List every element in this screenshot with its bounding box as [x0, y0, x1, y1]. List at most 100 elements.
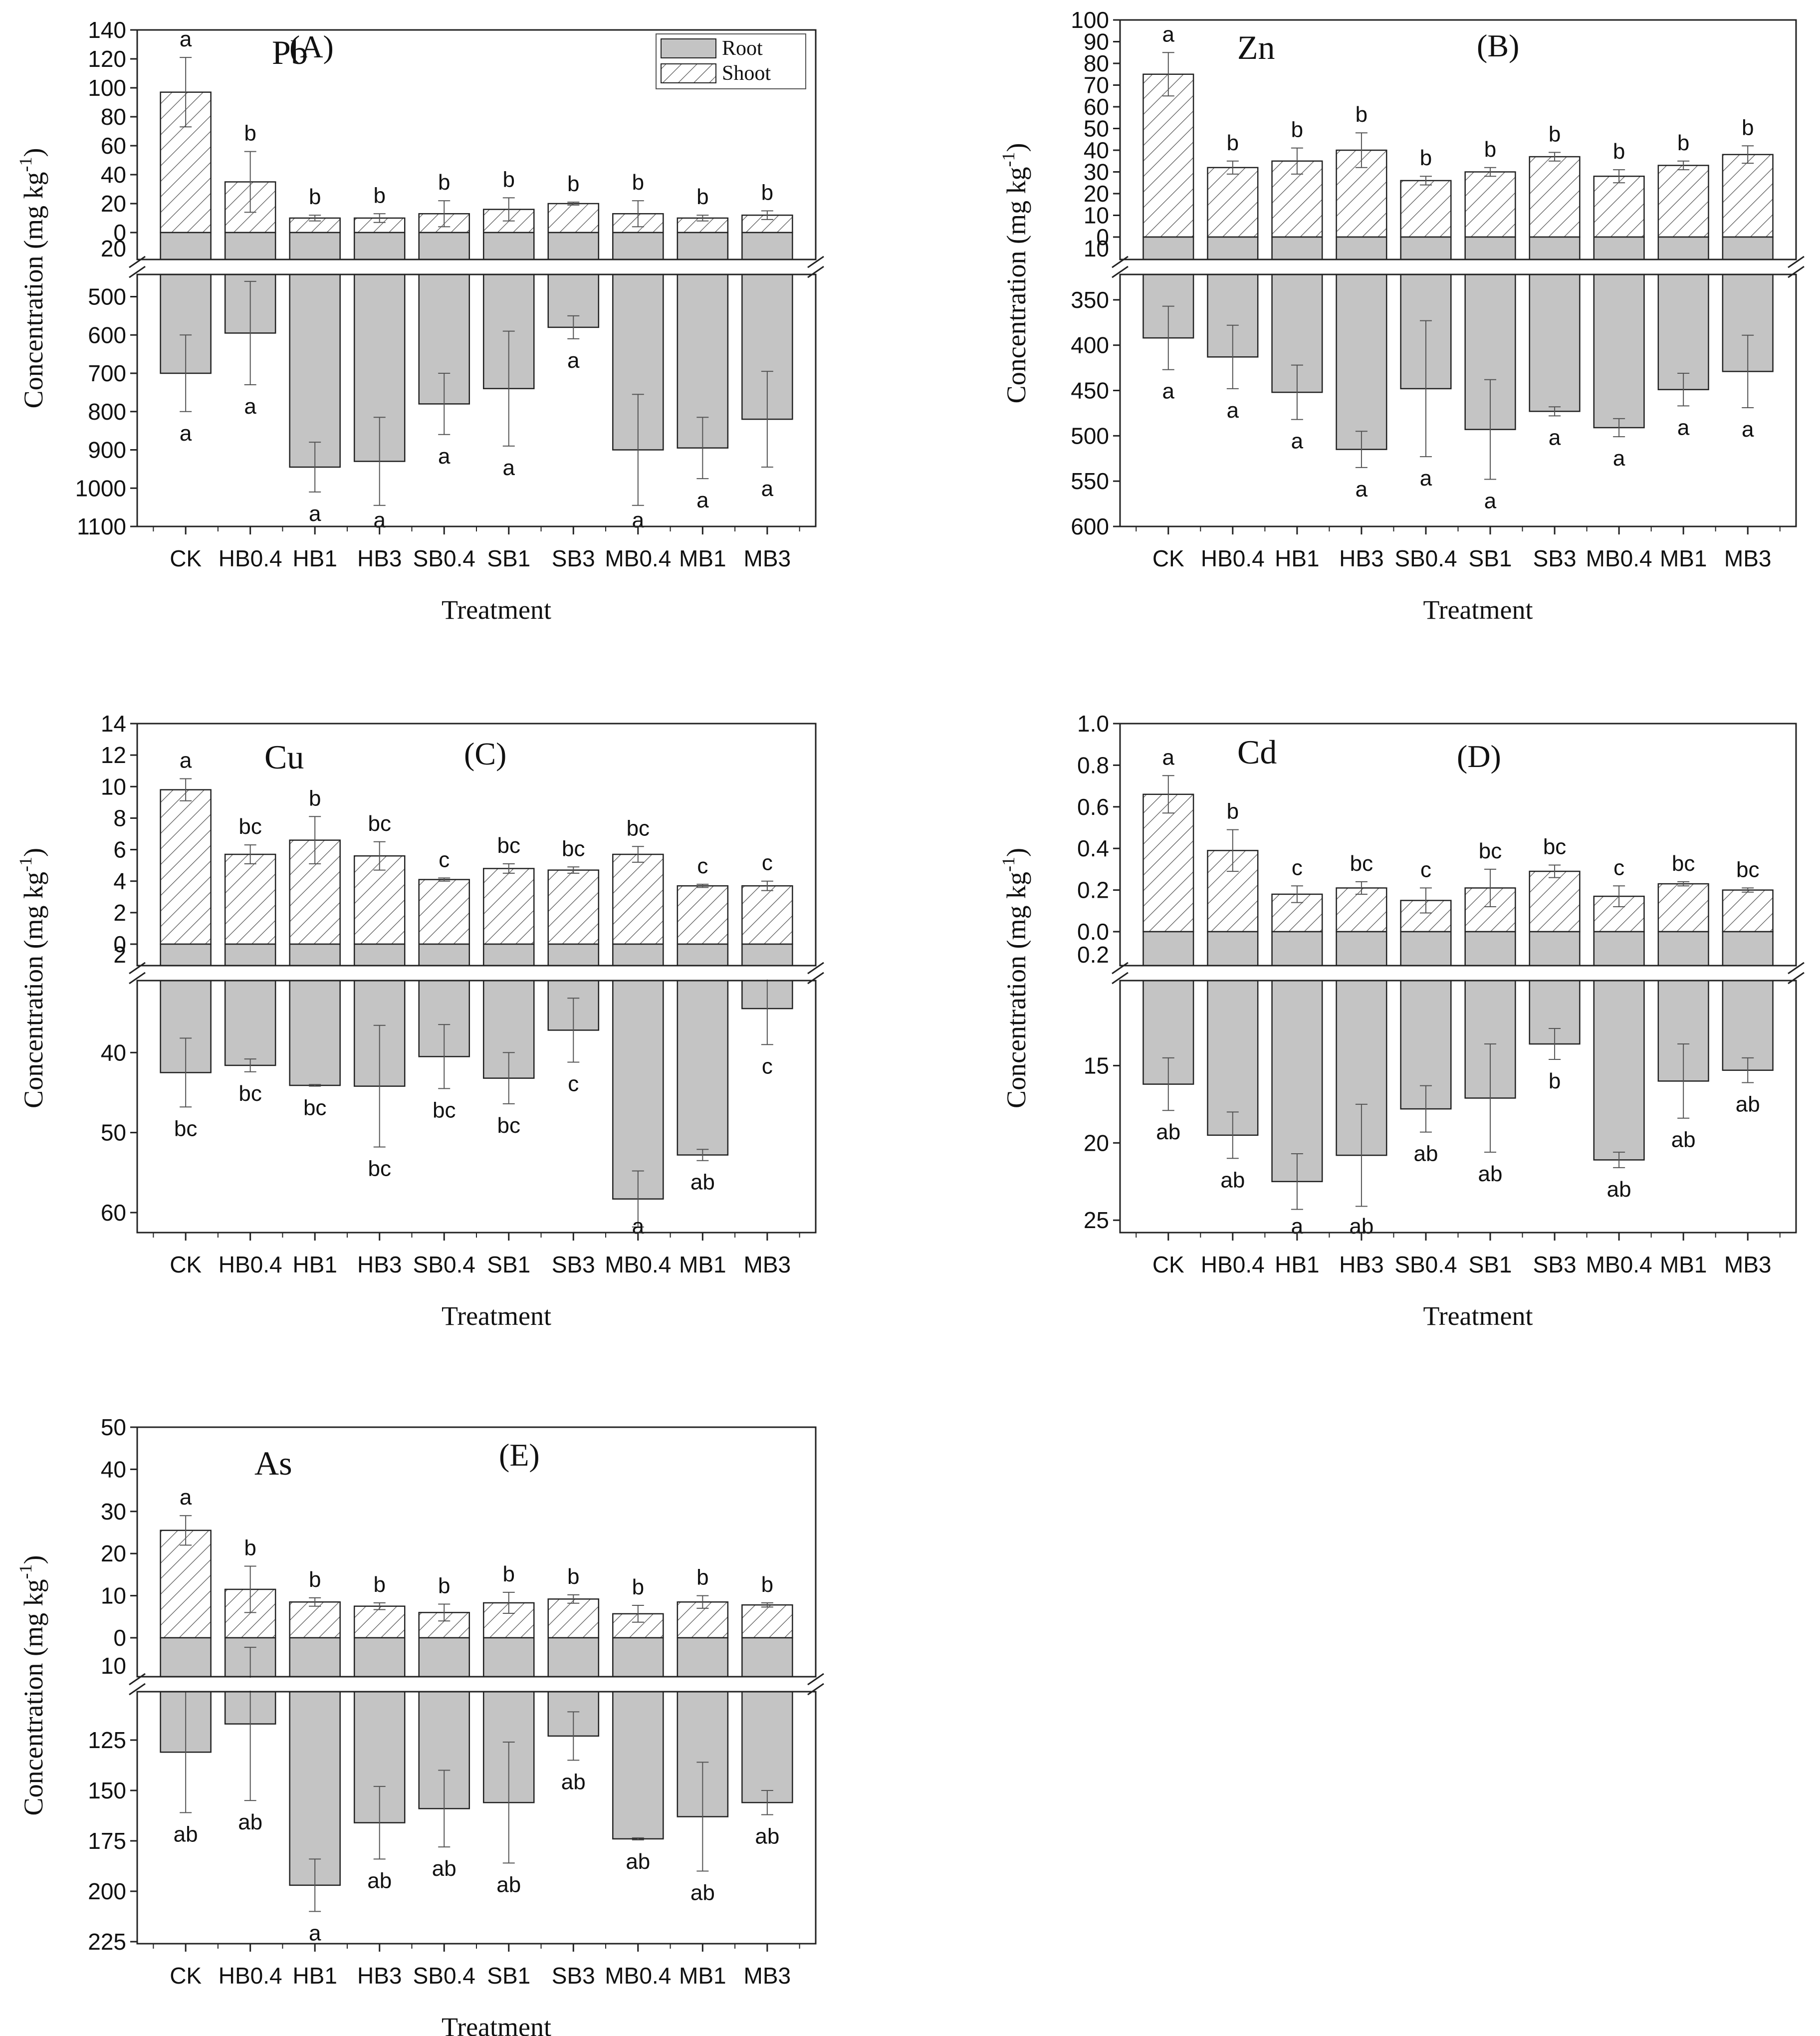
axis-break-mark: [129, 972, 146, 985]
shoot-bar: [353, 855, 406, 945]
element-label: Cd: [1237, 733, 1277, 771]
root-letter: a: [1613, 446, 1625, 471]
x-tick-label: HB3: [357, 545, 402, 571]
shoot-letter: b: [244, 1536, 256, 1560]
y-tick-label: 0.2: [1077, 877, 1109, 903]
y-tick-label: 0.0: [1077, 919, 1109, 945]
y-axis-title-end: ): [1001, 143, 1031, 152]
root-letter: bc: [368, 1156, 391, 1181]
shoot-bar: [1464, 171, 1516, 238]
root-letter: a: [244, 394, 256, 419]
shoot-letter: a: [180, 27, 192, 51]
x-tick-label: SB0.4: [413, 1963, 475, 1989]
root-bar-top: [1722, 236, 1774, 260]
root-bar-top: [160, 232, 212, 260]
y-tick-label: 20: [101, 1540, 126, 1566]
x-tick-label: MB1: [679, 1252, 726, 1277]
axis-break-mark: [807, 972, 824, 985]
root-bar-top: [1464, 236, 1516, 260]
root-letter: bc: [238, 1081, 261, 1106]
root-letter: bc: [174, 1116, 197, 1141]
y-tick-label: 40: [101, 162, 126, 188]
x-tick-label: MB3: [744, 1963, 791, 1989]
root-letter: ab: [626, 1849, 650, 1874]
x-axis-title: Treatment: [442, 1301, 551, 1331]
y-axis-title: Concentration (mg kg-1): [998, 848, 1031, 1108]
shoot-letter: b: [309, 185, 321, 209]
shoot-letter: b: [1484, 137, 1496, 162]
y-axis-title-sup: -1: [15, 857, 35, 872]
x-tick-label: MB0.4: [1586, 545, 1652, 571]
root-letter: a: [567, 348, 580, 373]
axis-break-mark: [807, 265, 824, 278]
shoot-bar: [1529, 870, 1581, 933]
root-bar-top: [741, 1637, 793, 1678]
shoot-bar: [353, 1605, 406, 1639]
y-tick-label: 125: [88, 1727, 126, 1753]
root-bar: [289, 980, 341, 1086]
root-bar-top: [1142, 236, 1194, 260]
y-axis-title-sup: -1: [998, 857, 1018, 872]
y-tick-label: 100: [88, 75, 126, 101]
root-bar-top: [224, 943, 276, 967]
root-bar-top: [741, 943, 793, 967]
element-label: Zn: [1237, 28, 1275, 66]
root-letter: a: [1742, 417, 1754, 442]
x-tick-label: MB1: [1660, 545, 1707, 571]
axis-break-mark: [129, 255, 146, 268]
y-tick-label: 6: [113, 837, 126, 863]
y-tick-label: 0: [113, 1625, 126, 1651]
shoot-letter: b: [373, 183, 385, 208]
y-tick-label: 1.0: [1077, 711, 1109, 737]
root-bar-top: [418, 232, 470, 260]
root-bar-top: [612, 232, 664, 260]
shoot-letter: b: [1227, 131, 1239, 155]
y-tick-label: 15: [1084, 1052, 1109, 1078]
root-bar: [1593, 273, 1645, 429]
y-tick-label: 20: [101, 236, 126, 261]
shoot-letter: b: [309, 786, 321, 810]
shoot-bar: [1593, 175, 1645, 238]
shoot-bar: [612, 853, 664, 945]
x-tick-label: SB3: [552, 1963, 595, 1989]
root-letter: a: [1356, 477, 1368, 502]
root-letter: a: [696, 488, 709, 512]
x-tick-label: SB3: [552, 545, 595, 571]
shoot-letter: bc: [1350, 851, 1373, 876]
y-tick-label: 10: [101, 773, 126, 799]
y-axis-title-sup: -1: [15, 1564, 35, 1579]
y-tick-label: 150: [88, 1778, 126, 1803]
shoot-letter: b: [1420, 146, 1432, 170]
root-bar-top: [1400, 931, 1452, 967]
x-tick-label: SB0.4: [1394, 545, 1457, 571]
y-tick-label: 0: [1096, 224, 1109, 250]
y-tick-label: 700: [88, 360, 126, 386]
y-axis-title-text: Concentration (mg kg: [1001, 872, 1031, 1108]
root-letter: a: [1291, 429, 1304, 454]
shoot-letter: c: [1420, 857, 1431, 882]
shoot-bar: [160, 1529, 212, 1639]
root-letter: ab: [1478, 1162, 1503, 1186]
x-tick-label: SB1: [1469, 1252, 1512, 1277]
shoot-letter: bc: [627, 816, 650, 840]
root-bar-top: [677, 232, 729, 260]
x-tick-label: HB1: [1275, 545, 1319, 571]
x-tick-label: SB3: [552, 1252, 595, 1277]
x-tick-label: MB1: [1660, 1252, 1707, 1277]
y-tick-label: 225: [88, 1929, 126, 1955]
plot-frame-upper: [136, 29, 817, 260]
shoot-bar: [547, 203, 600, 234]
shoot-letter: b: [1549, 122, 1561, 146]
shoot-letter: b: [438, 1573, 450, 1598]
root-bar-top: [482, 232, 535, 260]
shoot-letter: b: [503, 167, 515, 192]
panel-label: (B): [1477, 28, 1519, 63]
axis-break-gap: [1105, 260, 1811, 273]
shoot-letter: b: [632, 170, 644, 195]
shoot-bar: [741, 885, 793, 945]
y-tick-label: 550: [1071, 468, 1109, 494]
shoot-letter: b: [761, 1572, 773, 1597]
shoot-letter: a: [180, 1485, 192, 1510]
